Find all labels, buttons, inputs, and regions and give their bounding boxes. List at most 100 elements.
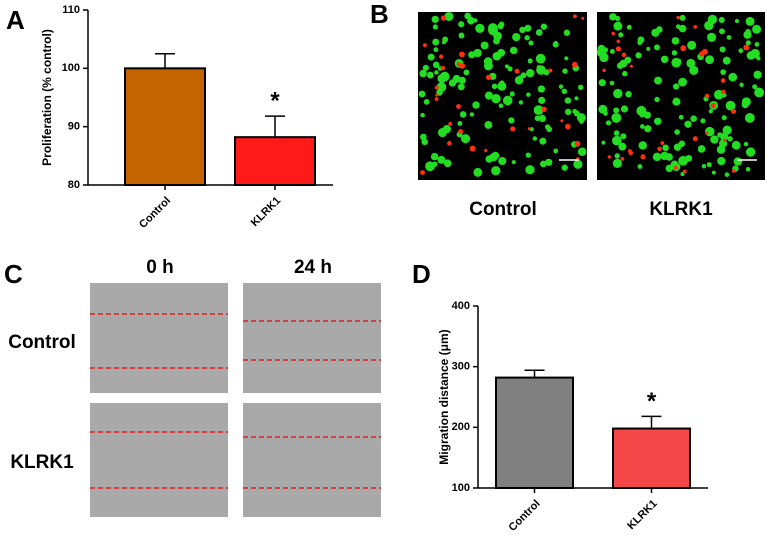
cell xyxy=(458,21,465,28)
cell xyxy=(574,140,581,147)
cell xyxy=(532,136,538,141)
cell xyxy=(520,72,527,79)
cell xyxy=(434,97,439,101)
cell xyxy=(432,38,440,46)
cell xyxy=(528,40,534,46)
cell xyxy=(562,68,568,74)
cell xyxy=(745,166,751,172)
y-tick-label: 100 xyxy=(62,62,80,74)
cell xyxy=(674,129,680,135)
cell xyxy=(654,117,662,126)
scratch-images xyxy=(90,283,381,517)
cell xyxy=(420,170,426,175)
cell xyxy=(493,37,500,45)
cell xyxy=(611,31,615,36)
cell xyxy=(706,162,712,168)
cell xyxy=(721,89,726,95)
cell xyxy=(444,11,454,22)
cell xyxy=(509,46,518,55)
cell xyxy=(509,91,515,97)
cell xyxy=(609,13,617,21)
cell xyxy=(563,29,571,36)
panel-label: C xyxy=(4,259,23,289)
cell xyxy=(728,72,738,82)
micrograph xyxy=(90,283,228,393)
cell xyxy=(685,154,693,162)
cell xyxy=(613,21,623,31)
cell xyxy=(491,83,498,90)
cell xyxy=(726,35,732,40)
cell xyxy=(422,64,429,71)
cell xyxy=(491,166,501,176)
cell xyxy=(514,68,520,74)
cell xyxy=(611,112,622,123)
cell xyxy=(646,46,651,51)
cell xyxy=(629,64,633,68)
cell xyxy=(430,152,439,161)
cell xyxy=(615,46,622,52)
cell xyxy=(443,159,452,168)
cell xyxy=(733,157,743,166)
cell xyxy=(427,53,435,61)
y-tick-label: 400 xyxy=(452,300,470,312)
cell xyxy=(734,18,740,24)
cell xyxy=(702,48,708,55)
cell xyxy=(744,113,755,123)
cell xyxy=(577,147,587,156)
cell xyxy=(612,158,622,169)
cell xyxy=(654,96,660,103)
cell xyxy=(654,76,663,85)
cell xyxy=(464,12,472,20)
cell xyxy=(545,158,553,166)
cell xyxy=(459,51,465,58)
y-axis-label: Migration distance (μm) xyxy=(437,329,451,464)
bar xyxy=(124,67,206,186)
cell xyxy=(561,88,568,95)
cell xyxy=(473,18,478,23)
cell xyxy=(480,41,489,50)
cell xyxy=(423,99,430,105)
cell xyxy=(511,160,516,165)
cell xyxy=(502,95,513,106)
y-tick-label: 300 xyxy=(452,361,470,373)
cell xyxy=(717,132,723,138)
cell xyxy=(620,157,625,161)
cell xyxy=(721,115,727,121)
cell xyxy=(675,24,681,30)
cell xyxy=(718,16,725,23)
cell xyxy=(638,141,647,150)
cell xyxy=(620,133,627,140)
cell xyxy=(601,140,606,145)
cell xyxy=(690,115,697,122)
cell xyxy=(619,59,628,68)
cell xyxy=(613,130,620,136)
micrograph xyxy=(243,403,381,517)
cell xyxy=(422,43,427,48)
cell xyxy=(605,120,612,126)
cell xyxy=(426,71,434,79)
cell xyxy=(654,44,661,51)
cell xyxy=(432,161,438,167)
cell xyxy=(581,16,585,20)
cell xyxy=(716,145,726,154)
cell xyxy=(707,32,717,42)
cell xyxy=(504,64,510,69)
cell xyxy=(493,152,499,157)
cell xyxy=(731,140,741,150)
column-label: 0 h xyxy=(146,257,173,278)
cell xyxy=(473,48,482,58)
cell xyxy=(527,58,533,64)
cell xyxy=(671,37,680,45)
cell xyxy=(561,164,568,171)
cell xyxy=(615,16,621,22)
cell xyxy=(710,103,716,109)
cell xyxy=(457,121,463,126)
cell xyxy=(455,76,461,81)
cell xyxy=(440,15,447,21)
cell xyxy=(440,71,450,82)
column-label: KLRK1 xyxy=(649,199,713,220)
cell xyxy=(635,52,642,59)
cell xyxy=(665,164,674,173)
cell xyxy=(460,134,471,144)
cell xyxy=(745,16,755,26)
